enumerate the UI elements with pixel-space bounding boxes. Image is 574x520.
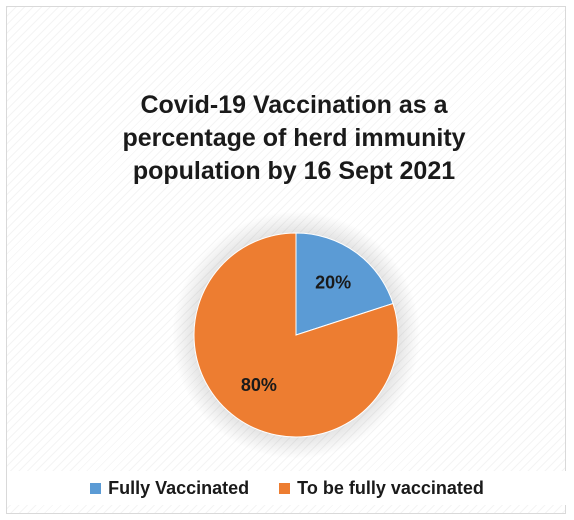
chart-legend: Fully Vaccinated To be fully vaccinated	[7, 471, 567, 505]
data-label-fully-vaccinated: 20%	[315, 273, 351, 293]
legend-swatch-to-be-fully-vaccinated	[279, 482, 291, 494]
chart-title-line-1: Covid-19 Vaccination as a	[140, 91, 448, 119]
data-label-to-be-fully-vaccinated: 80%	[241, 375, 277, 395]
legend-item-to-be-fully-vaccinated: To be fully vaccinated	[279, 478, 484, 499]
chart-title-line-3: population by 16 Sept 2021	[132, 157, 456, 185]
pie-area: 20% 80%	[7, 7, 567, 515]
legend-item-fully-vaccinated: Fully Vaccinated	[90, 478, 249, 499]
chart-title: Covid-19 Vaccination as a percentage of …	[7, 89, 567, 188]
chart-frame: Covid-19 Vaccination as a percentage of …	[6, 6, 567, 515]
legend-swatch-fully-vaccinated	[90, 482, 102, 494]
legend-label-to-be-fully-vaccinated: To be fully vaccinated	[297, 477, 484, 498]
chart-title-line-2: percentage of herd immunity	[122, 124, 466, 152]
pie-slice-to-be-fully-vaccinated	[193, 232, 399, 438]
pie-chart: 20% 80%	[172, 211, 420, 459]
pie-slice-fully-vaccinated	[295, 232, 394, 336]
legend-label-fully-vaccinated: Fully Vaccinated	[108, 477, 250, 498]
